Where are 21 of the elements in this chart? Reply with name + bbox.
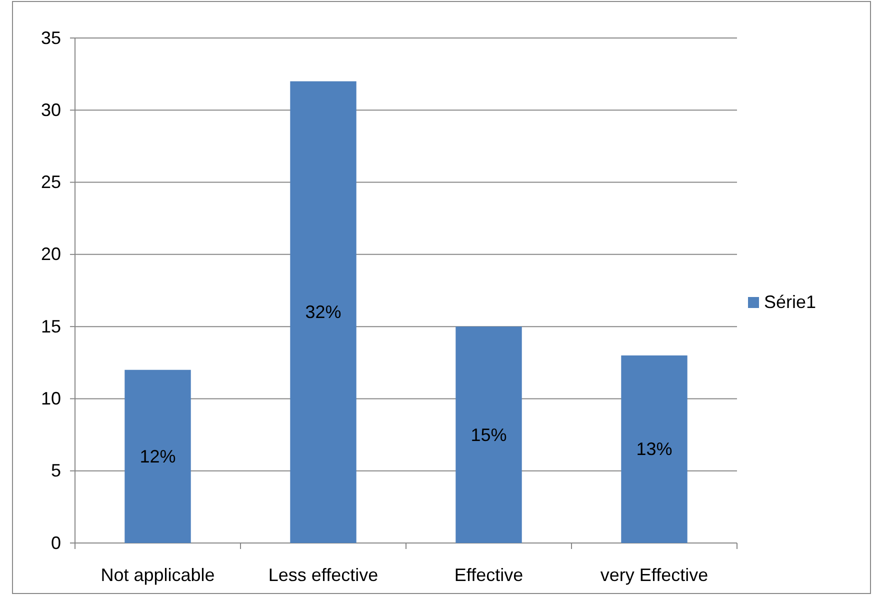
x-tick-label: very Effective bbox=[600, 565, 708, 585]
y-tick-label: 5 bbox=[50, 460, 61, 481]
bar bbox=[621, 355, 688, 543]
bar bbox=[124, 370, 191, 543]
data-label: 15% bbox=[470, 424, 507, 445]
y-tick-label: 30 bbox=[40, 100, 61, 120]
x-tick-label: Not applicable bbox=[100, 565, 215, 585]
y-tick-label: 20 bbox=[40, 244, 61, 264]
y-tick-label: 0 bbox=[50, 532, 61, 553]
y-tick-label: 35 bbox=[40, 28, 61, 48]
bar bbox=[456, 326, 522, 543]
data-label: 32% bbox=[305, 302, 342, 322]
y-tick-label: 10 bbox=[40, 388, 61, 408]
legend-label: Série1 bbox=[764, 292, 816, 312]
y-tick-label: 25 bbox=[40, 172, 61, 192]
y-tick-label: 15 bbox=[40, 316, 61, 336]
data-label: 12% bbox=[140, 446, 176, 466]
x-tick-label: Effective bbox=[454, 565, 524, 585]
bar bbox=[290, 81, 356, 543]
x-tick-label: Less effective bbox=[268, 565, 378, 585]
data-label: 13% bbox=[636, 439, 672, 460]
